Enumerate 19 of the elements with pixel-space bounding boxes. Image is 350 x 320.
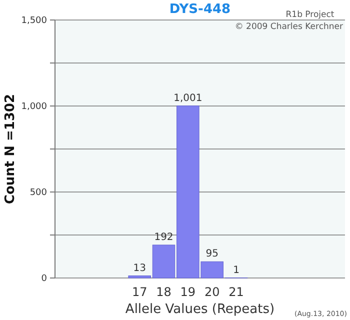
- y-tick-label: 1,500: [21, 16, 48, 26]
- x-tick-label: 21: [228, 285, 244, 299]
- data-label: 1: [233, 264, 240, 276]
- x-axis-title: Allele Values (Repeats): [125, 302, 275, 317]
- annotation: © 2009 Charles Kerchner: [234, 22, 344, 32]
- y-axis-title: Count N =1302: [3, 94, 18, 204]
- y-tick-label: 500: [30, 188, 48, 198]
- data-label: 95: [206, 248, 218, 260]
- y-tick-label: 0: [41, 274, 48, 284]
- y-tick-label: 1,000: [21, 102, 48, 112]
- chart-title: DYS-448: [169, 2, 231, 17]
- x-tick-label: 18: [156, 285, 172, 299]
- data-label: 192: [154, 232, 174, 243]
- x-tick-label: 19: [180, 285, 196, 299]
- annotation: R1b Project: [286, 10, 335, 20]
- data-label: 13: [133, 262, 146, 274]
- x-tick-label: 20: [204, 285, 220, 299]
- x-tick-label: 17: [132, 285, 148, 299]
- data-label: 1,001: [174, 92, 202, 104]
